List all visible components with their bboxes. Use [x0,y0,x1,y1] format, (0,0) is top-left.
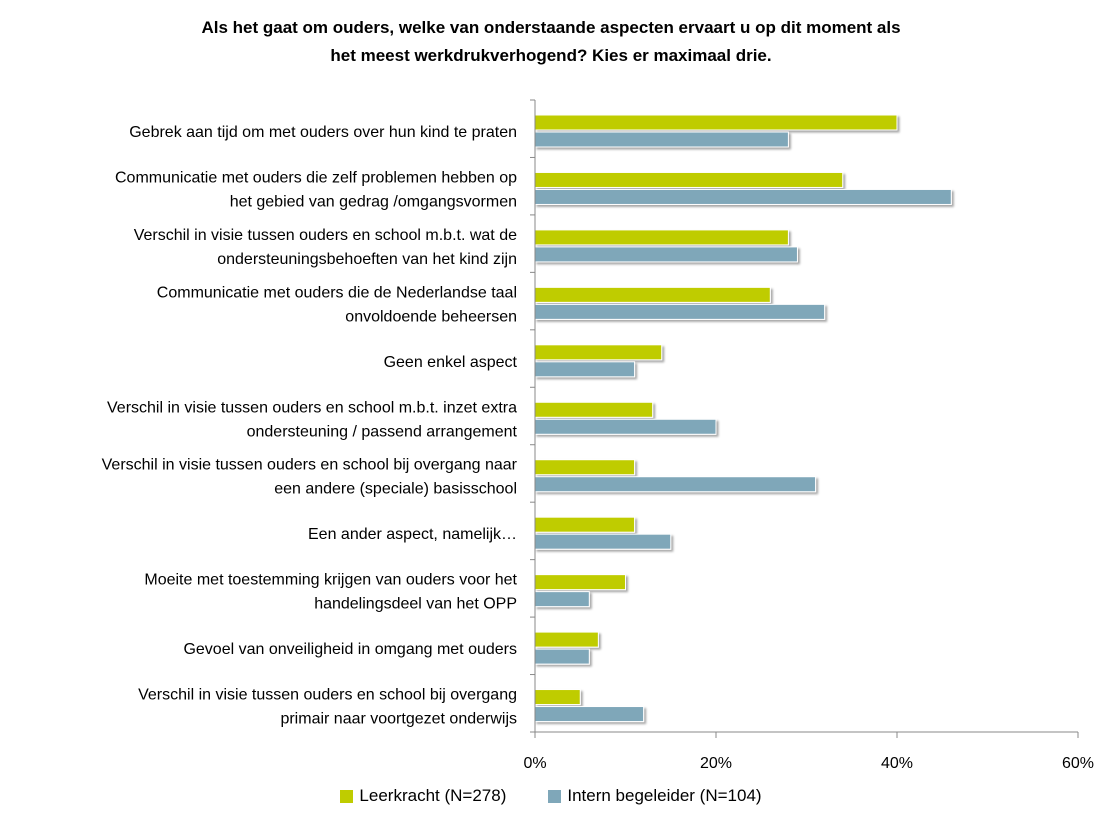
bar-s0-c2 [534,229,789,246]
x-tick-label-1: 20% [700,755,732,772]
bar-s1-c9 [534,648,590,665]
legend-item-leerkracht: Leerkracht (N=278) [340,786,506,806]
bar-s1-c10 [534,706,645,723]
category-label-5-line-1: ondersteuning / passend arrangement [247,423,518,440]
x-tick-label-0: 0% [523,755,546,772]
category-label-1-line-0: Communicatie met ouders die zelf problem… [115,169,517,186]
chart-title: Als het gaat om ouders, welke van onders… [0,14,1102,70]
legend-label-intern-begeleider: Intern begeleider (N=104) [567,786,762,805]
bar-s0-c8 [534,574,626,591]
bar-s0-c7 [534,516,636,533]
category-label-5-line-0: Verschil in visie tussen ouders en schoo… [107,399,517,416]
category-label-10-line-0: Verschil in visie tussen ouders en schoo… [138,687,517,704]
legend-item-intern-begeleider: Intern begeleider (N=104) [548,786,762,806]
bar-s1-c5 [534,418,717,435]
bar-s1-c4 [534,361,636,378]
bar-s1-c3 [534,303,826,320]
category-label-7-line-0: Een ander aspect, namelijk… [308,526,517,543]
bar-s1-c2 [534,246,798,263]
category-label-6-line-1: een andere (speciale) basisschool [274,481,517,498]
category-label-3-line-1: onvoldoende beheersen [345,308,517,325]
category-label-0-line-0: Gebrek aan tijd om met ouders over hun k… [129,124,517,141]
bar-s0-c0 [534,114,898,131]
bar-s0-c9 [534,631,599,648]
category-label-3-line-0: Communicatie met ouders die de Nederland… [157,284,517,301]
category-label-2-line-1: ondersteuningsbehoeften van het kind zij… [217,251,517,268]
x-tick-label-2: 40% [881,755,913,772]
bar-s1-c1 [534,188,952,205]
bar-s1-c7 [534,533,672,550]
bar-s1-c0 [534,131,789,148]
x-tick-label-3: 60% [1062,755,1094,772]
bars-group [534,114,952,723]
bar-s0-c6 [534,459,636,476]
legend-swatch-intern-begeleider [548,789,562,803]
legend-swatch-leerkracht [340,789,354,803]
axes-group: 0% 20% 40% 60% [523,99,1094,772]
bar-s0-c3 [534,286,771,303]
bar-s0-c4 [534,344,663,361]
bar-s1-c8 [534,591,590,608]
chart-title-line-1: Als het gaat om ouders, welke van onders… [201,18,901,37]
category-label-2-line-0: Verschil in visie tussen ouders en schoo… [134,227,517,244]
category-label-8-line-1: handelingsdeel van het OPP [314,596,517,613]
category-label-8-line-0: Moeite met toestemming krijgen van ouder… [144,572,517,589]
category-label-1-line-1: het gebied van gedrag /omgangsvormen [230,193,517,210]
category-labels-group: Gebrek aan tijd om met ouders over hun k… [102,124,518,728]
category-label-4-line-0: Geen enkel aspect [384,354,518,371]
chart-title-line-2: het meest werkdrukverhogend? Kies er max… [330,46,772,65]
bar-s0-c1 [534,171,844,188]
category-label-10-line-1: primair naar voortgezet onderwijs [280,711,517,728]
bar-s1-c6 [534,476,817,493]
bar-s0-c5 [534,401,654,418]
bar-s0-c10 [534,689,581,706]
legend: Leerkracht (N=278) Intern begeleider (N=… [0,786,1102,806]
category-label-6-line-0: Verschil in visie tussen ouders en schoo… [102,457,518,474]
category-label-9-line-0: Gevoel van onveiligheid in omgang met ou… [183,641,517,658]
legend-label-leerkracht: Leerkracht (N=278) [359,786,507,805]
